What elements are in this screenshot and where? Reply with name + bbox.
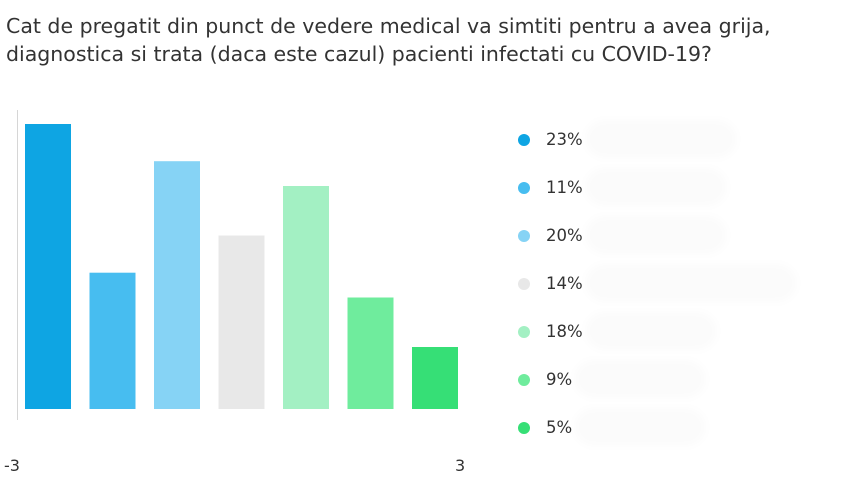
- legend-dot-icon: [518, 374, 530, 386]
- legend-label: 23%: [546, 130, 583, 149]
- legend-dot-icon: [518, 278, 530, 290]
- legend-item: 18%: [518, 318, 848, 366]
- legend-item: 14%: [518, 270, 848, 318]
- legend-redacted-text: [590, 126, 731, 152]
- legend-redacted-text: [580, 366, 701, 392]
- legend-label: 5%: [546, 418, 573, 437]
- legend-redacted-text: [580, 414, 701, 440]
- bar--2: [89, 272, 136, 409]
- legend-label: 11%: [546, 178, 583, 197]
- legend-redacted-text: [590, 222, 721, 248]
- chart-title: Cat de pregatit din punct de vedere medi…: [6, 14, 771, 66]
- legend-item: 23%: [518, 126, 848, 174]
- legend-dot-icon: [518, 422, 530, 434]
- legend-item: 11%: [518, 174, 848, 222]
- legend-redacted-text: [590, 174, 721, 200]
- bar-1: [283, 186, 329, 409]
- legend-dot-icon: [518, 182, 530, 194]
- legend-dot-icon: [518, 230, 530, 242]
- legend-item: 5%: [518, 414, 848, 462]
- legend-label: 14%: [546, 274, 583, 293]
- legend: 23% 11% 20% 14% 18% 9% 5%: [518, 126, 848, 462]
- bars-group: [25, 124, 458, 409]
- legend-dot-icon: [518, 134, 530, 146]
- legend-item: 9%: [518, 366, 848, 414]
- legend-redacted-text: [590, 270, 791, 296]
- bar-0: [218, 235, 265, 409]
- legend-redacted-text: [590, 318, 711, 344]
- legend-item: 20%: [518, 222, 848, 270]
- bar-2: [347, 297, 394, 409]
- bar--3: [25, 124, 71, 409]
- x-tick-label-last: 3: [455, 456, 465, 475]
- legend-label: 18%: [546, 322, 583, 341]
- legend-dot-icon: [518, 326, 530, 338]
- x-tick-label-first: -3: [4, 456, 20, 475]
- legend-label: 20%: [546, 226, 583, 245]
- bar--1: [154, 161, 200, 409]
- bar-3: [412, 347, 458, 409]
- legend-label: 9%: [546, 370, 573, 389]
